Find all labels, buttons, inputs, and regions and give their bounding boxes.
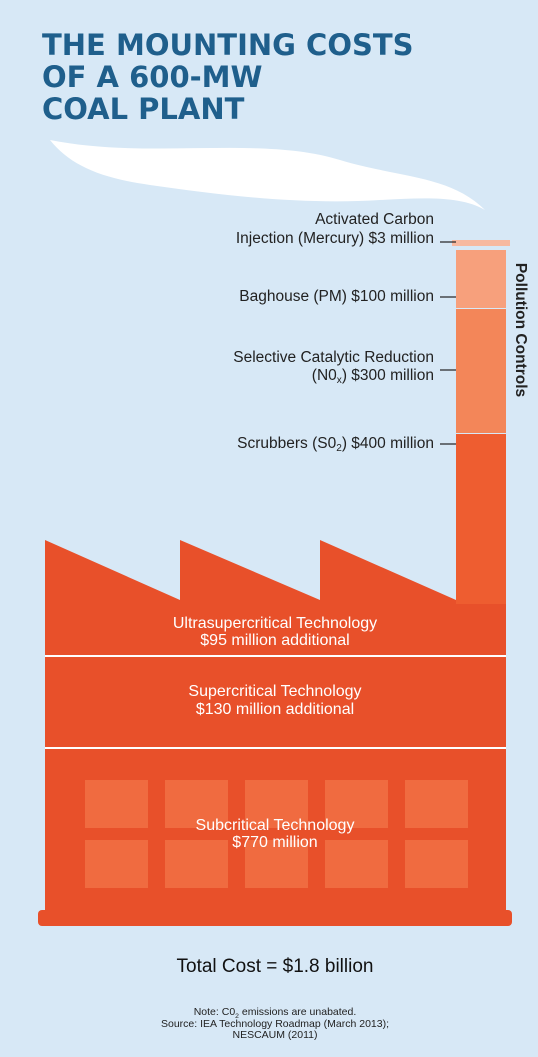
window xyxy=(165,840,228,888)
tech-cost: $770 million xyxy=(232,834,317,851)
source: Source: IEA Technology Roadmap (March 20… xyxy=(161,1018,389,1030)
title-line: THE MOUNTING COSTS xyxy=(42,28,414,62)
subscript: x xyxy=(337,375,342,386)
text-part: Note: C0 xyxy=(194,1006,236,1018)
tech-name: Supercritical Technology xyxy=(188,683,361,700)
smoke xyxy=(50,140,485,210)
stack-cap xyxy=(452,240,510,246)
factory xyxy=(45,540,506,910)
tech-name: Subcritical Technology xyxy=(196,817,355,834)
control-label: Injection (Mercury) $3 million xyxy=(236,230,434,247)
window xyxy=(405,840,468,888)
window xyxy=(165,780,228,828)
title-line: COAL PLANT xyxy=(42,92,245,126)
tech-name: Ultrasupercritical Technology xyxy=(173,615,377,632)
title-line: OF A 600-MW xyxy=(42,60,263,94)
text-part: Scrubbers (S0 xyxy=(237,435,336,452)
control-label: (N0x) $300 million xyxy=(312,367,434,386)
text-part: emissions are unabated. xyxy=(239,1006,356,1018)
stack-baghouse xyxy=(456,250,506,308)
subscript: 2 xyxy=(235,1013,239,1020)
windows xyxy=(85,780,468,888)
tech-cost: $95 million additional xyxy=(200,632,349,649)
control-label: Selective Catalytic Reduction xyxy=(233,349,434,366)
window xyxy=(245,840,308,888)
text-part: (N0 xyxy=(312,367,337,384)
factory-base xyxy=(38,910,512,926)
total: Total Cost = $1.8 billion xyxy=(177,956,374,977)
stack-scrubbers xyxy=(456,434,506,604)
control-label: Baghouse (PM) $100 million xyxy=(239,288,434,305)
window xyxy=(85,840,148,888)
side-label: Pollution Controls xyxy=(512,263,529,397)
control-label: Scrubbers (S02) $400 million xyxy=(237,435,434,454)
text-part: ) $400 million xyxy=(342,435,434,452)
window xyxy=(85,780,148,828)
subscript: 2 xyxy=(336,443,342,454)
window xyxy=(405,780,468,828)
window xyxy=(245,780,308,828)
control-label: Activated Carbon xyxy=(315,211,434,228)
note: Note: C02 emissions are unabated. xyxy=(194,1006,357,1020)
window xyxy=(325,780,388,828)
source: NESCAUM (2011) xyxy=(233,1029,318,1041)
tech-cost: $130 million additional xyxy=(196,701,354,718)
stack-scr xyxy=(456,309,506,433)
window xyxy=(325,840,388,888)
text-part: ) $300 million xyxy=(342,367,434,384)
